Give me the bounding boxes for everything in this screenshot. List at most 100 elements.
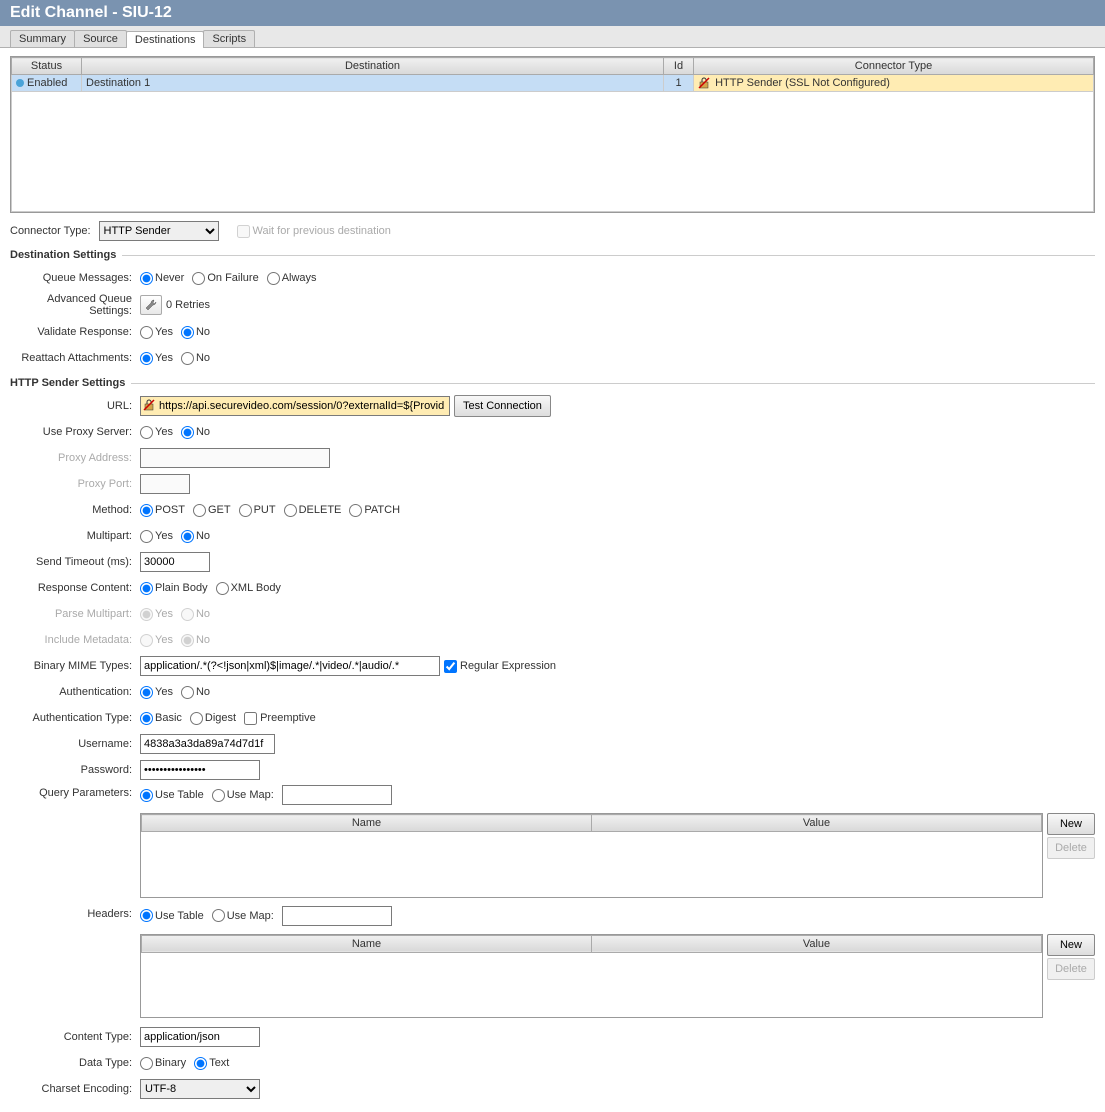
url-label: URL:	[10, 400, 140, 412]
reattach-no-radio[interactable]	[181, 352, 194, 365]
cell-id: 1	[664, 75, 694, 92]
validate-no-radio[interactable]	[181, 326, 194, 339]
adv-queue-button[interactable]	[140, 295, 162, 315]
qp-delete-button: Delete	[1047, 837, 1095, 859]
auth-no-radio[interactable]	[181, 686, 194, 699]
proxy-label: Use Proxy Server:	[10, 426, 140, 438]
proxy-port-input	[140, 474, 190, 494]
queue-onfailure-radio[interactable]	[192, 272, 205, 285]
proxy-port-label: Proxy Port:	[10, 478, 140, 490]
ssl-warning-icon	[143, 399, 155, 411]
response-content-label: Response Content:	[10, 582, 140, 594]
ssl-warning-icon	[698, 77, 710, 89]
binary-mime-label: Binary MIME Types:	[10, 660, 140, 672]
username-input[interactable]	[140, 734, 275, 754]
hd-usetable-radio[interactable]	[140, 909, 153, 922]
col-header-status[interactable]: Status	[12, 58, 82, 75]
datatype-binary-radio[interactable]	[140, 1057, 153, 1070]
url-input[interactable]	[140, 396, 450, 416]
multipart-no-radio[interactable]	[181, 530, 194, 543]
multipart-label: Multipart:	[10, 530, 140, 542]
query-params-label: Query Parameters:	[10, 785, 140, 799]
preemptive-checkbox[interactable]	[244, 712, 257, 725]
proxy-no-radio[interactable]	[181, 426, 194, 439]
headers-table[interactable]: Name Value	[140, 934, 1043, 1019]
auth-basic-radio[interactable]	[140, 712, 153, 725]
col-header-destination[interactable]: Destination	[82, 58, 664, 75]
content-type-input[interactable]	[140, 1027, 260, 1047]
auth-digest-radio[interactable]	[190, 712, 203, 725]
adv-queue-value: 0 Retries	[166, 299, 210, 311]
query-params-table[interactable]: Name Value	[140, 813, 1043, 898]
password-label: Password:	[10, 764, 140, 776]
parse-multipart-yes-radio	[140, 608, 153, 621]
response-plain-radio[interactable]	[140, 582, 153, 595]
reattach-label: Reattach Attachments:	[10, 352, 140, 364]
table-row[interactable]: Enabled Destination 1 1 HTTP Sender (SSL…	[12, 75, 1094, 92]
include-metadata-no-radio	[181, 634, 194, 647]
proxy-yes-radio[interactable]	[140, 426, 153, 439]
connector-type-label: Connector Type:	[10, 225, 91, 237]
qp-col-value[interactable]: Value	[592, 815, 1042, 832]
http-sender-settings-title: HTTP Sender Settings	[10, 377, 1095, 389]
method-post-radio[interactable]	[140, 504, 153, 517]
charset-label: Charset Encoding:	[10, 1083, 140, 1095]
cell-status: Enabled	[12, 75, 82, 92]
include-metadata-label: Include Metadata:	[10, 634, 140, 646]
datatype-text-radio[interactable]	[194, 1057, 207, 1070]
send-timeout-label: Send Timeout (ms):	[10, 556, 140, 568]
tab-destinations[interactable]: Destinations	[126, 31, 205, 48]
qp-usemap-radio[interactable]	[212, 789, 225, 802]
hd-col-value[interactable]: Value	[592, 935, 1042, 952]
hd-col-name[interactable]: Name	[142, 935, 592, 952]
col-header-id[interactable]: Id	[664, 58, 694, 75]
queue-never-radio[interactable]	[140, 272, 153, 285]
method-get-radio[interactable]	[193, 504, 206, 517]
queue-messages-label: Queue Messages:	[10, 272, 140, 284]
hd-map-input[interactable]	[282, 906, 392, 926]
send-timeout-input[interactable]	[140, 552, 210, 572]
regex-checkbox[interactable]	[444, 660, 457, 673]
qp-new-button[interactable]: New	[1047, 813, 1095, 835]
multipart-yes-radio[interactable]	[140, 530, 153, 543]
wait-previous-label: Wait for previous destination	[253, 225, 391, 237]
hd-new-button[interactable]: New	[1047, 934, 1095, 956]
hd-usemap-radio[interactable]	[212, 909, 225, 922]
reattach-yes-radio[interactable]	[140, 352, 153, 365]
auth-yes-radio[interactable]	[140, 686, 153, 699]
hd-delete-button: Delete	[1047, 958, 1095, 980]
password-input[interactable]	[140, 760, 260, 780]
parse-multipart-no-radio	[181, 608, 194, 621]
qp-col-name[interactable]: Name	[142, 815, 592, 832]
cell-connector: HTTP Sender (SSL Not Configured)	[694, 75, 1094, 92]
auth-type-label: Authentication Type:	[10, 712, 140, 724]
include-metadata-yes-radio	[140, 634, 153, 647]
tab-scripts[interactable]: Scripts	[203, 30, 255, 47]
charset-select[interactable]: UTF-8	[140, 1079, 260, 1099]
status-dot-icon	[16, 79, 24, 87]
tab-strip: Summary Source Destinations Scripts	[0, 26, 1105, 48]
qp-map-input[interactable]	[282, 785, 392, 805]
username-label: Username:	[10, 738, 140, 750]
tab-summary[interactable]: Summary	[10, 30, 75, 47]
validate-yes-radio[interactable]	[140, 326, 153, 339]
response-xml-radio[interactable]	[216, 582, 229, 595]
window-title: Edit Channel - SIU-12	[0, 0, 1105, 26]
qp-usetable-radio[interactable]	[140, 789, 153, 802]
cell-destination: Destination 1	[82, 75, 664, 92]
destinations-table: Status Destination Id Connector Type Ena…	[10, 56, 1095, 213]
tab-source[interactable]: Source	[74, 30, 127, 47]
method-patch-radio[interactable]	[349, 504, 362, 517]
queue-always-radio[interactable]	[267, 272, 280, 285]
method-put-radio[interactable]	[239, 504, 252, 517]
proxy-addr-label: Proxy Address:	[10, 452, 140, 464]
headers-label: Headers:	[10, 906, 140, 920]
connector-type-select[interactable]: HTTP Sender	[99, 221, 219, 241]
binary-mime-input[interactable]	[140, 656, 440, 676]
col-header-connector[interactable]: Connector Type	[694, 58, 1094, 75]
destination-settings-title: Destination Settings	[10, 249, 1095, 261]
data-type-label: Data Type:	[10, 1057, 140, 1069]
parse-multipart-label: Parse Multipart:	[10, 608, 140, 620]
method-delete-radio[interactable]	[284, 504, 297, 517]
test-connection-button[interactable]: Test Connection	[454, 395, 551, 417]
